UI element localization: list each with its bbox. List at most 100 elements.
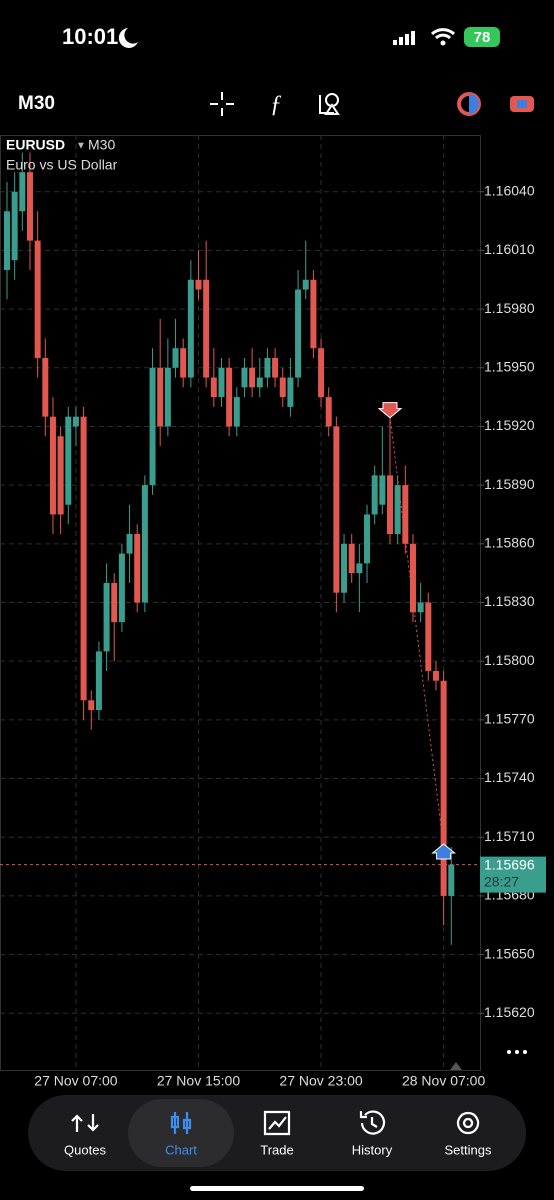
candle-body bbox=[448, 864, 455, 896]
candle-body bbox=[88, 700, 95, 711]
y-tick-label: 1.15770 bbox=[484, 711, 535, 727]
x-tick-label: 27 Nov 07:00 bbox=[34, 1073, 117, 1089]
trade-icon-inner bbox=[517, 100, 527, 108]
account-icon-half bbox=[469, 94, 479, 114]
candle-body bbox=[440, 680, 447, 896]
x-tick-label: 28 Nov 07:00 bbox=[402, 1073, 485, 1089]
candle-body bbox=[371, 475, 378, 515]
symbol: EURUSD bbox=[6, 137, 65, 153]
candle-body bbox=[249, 367, 256, 388]
tab-label[interactable]: Settings bbox=[445, 1142, 492, 1157]
y-tick-label: 1.15890 bbox=[484, 476, 535, 492]
trade-link bbox=[389, 416, 445, 848]
y-tick-label: 1.15830 bbox=[484, 593, 535, 609]
candle-body bbox=[425, 602, 432, 671]
candle-body bbox=[203, 279, 210, 378]
y-tick-label: 1.15740 bbox=[484, 769, 535, 785]
candle-body bbox=[226, 367, 233, 427]
y-tick-label: 1.15950 bbox=[484, 358, 535, 374]
candle-body bbox=[126, 534, 133, 554]
candle-body bbox=[356, 563, 363, 574]
price-badge bbox=[480, 856, 546, 893]
candle-body bbox=[49, 416, 56, 515]
candle-body bbox=[387, 475, 393, 535]
x-tick-label: 27 Nov 23:00 bbox=[279, 1073, 362, 1089]
tab-icon[interactable] bbox=[359, 1110, 386, 1135]
countdown: 28:27 bbox=[484, 873, 519, 889]
candle-body bbox=[241, 367, 248, 388]
candle-body bbox=[180, 348, 187, 378]
candle-body bbox=[72, 416, 79, 427]
candle-body bbox=[4, 211, 10, 270]
candle-body bbox=[379, 475, 386, 505]
indicators-button[interactable]: ƒ bbox=[270, 92, 282, 118]
candle-body bbox=[111, 582, 118, 623]
candle-body bbox=[172, 348, 179, 368]
candle-body bbox=[210, 377, 217, 398]
candle-body bbox=[272, 357, 279, 378]
chart-timeframe: M30 bbox=[88, 137, 115, 153]
scroll-marker bbox=[450, 1062, 462, 1070]
candle-body bbox=[118, 553, 125, 623]
candle-body bbox=[134, 534, 141, 603]
more-button[interactable] bbox=[507, 1050, 527, 1054]
tab-label[interactable]: Quotes bbox=[64, 1142, 106, 1157]
x-tick-label: 27 Nov 15:00 bbox=[157, 1073, 240, 1089]
candle-body bbox=[279, 377, 286, 398]
signal-icon bbox=[393, 31, 415, 45]
candle-body bbox=[103, 582, 110, 652]
dropdown-caret[interactable]: ▼ bbox=[76, 141, 86, 152]
candle-body bbox=[394, 485, 401, 535]
candle-body bbox=[26, 172, 33, 241]
y-tick-label: 1.15800 bbox=[484, 652, 535, 668]
tab-icon[interactable] bbox=[456, 1111, 480, 1135]
moon-icon bbox=[118, 28, 138, 48]
candle-body bbox=[65, 416, 72, 505]
status-time: 10:01 bbox=[62, 24, 118, 49]
candle-body bbox=[19, 172, 26, 212]
home-indicator bbox=[190, 1186, 364, 1191]
tab-icon[interactable] bbox=[170, 1112, 192, 1134]
y-tick-label: 1.15710 bbox=[484, 828, 535, 844]
y-tick-label: 1.15980 bbox=[484, 300, 535, 316]
candle-body bbox=[141, 485, 148, 603]
candle-body bbox=[233, 397, 240, 427]
candle-body bbox=[264, 357, 271, 378]
tab-icon[interactable] bbox=[263, 1110, 291, 1136]
candle-body bbox=[287, 377, 294, 407]
y-tick-label: 1.15620 bbox=[484, 1004, 535, 1020]
candle-body bbox=[157, 367, 164, 427]
candle-body bbox=[195, 279, 202, 290]
tab-icon[interactable] bbox=[71, 1114, 99, 1132]
trade-marker bbox=[431, 843, 457, 860]
wifi-dot bbox=[440, 40, 446, 46]
trade-marker bbox=[377, 402, 403, 419]
candle-body bbox=[256, 377, 263, 388]
candle-body bbox=[325, 397, 332, 427]
wifi-icon bbox=[430, 28, 456, 40]
candle-body bbox=[187, 279, 194, 378]
price-label: 1.15696 bbox=[484, 856, 535, 872]
active-tab-bg bbox=[128, 1099, 234, 1167]
candle-body bbox=[42, 357, 49, 417]
tab-label[interactable]: Chart bbox=[165, 1142, 197, 1157]
candle-body bbox=[34, 240, 41, 358]
candle-body bbox=[348, 543, 355, 574]
tab-label[interactable]: Trade bbox=[260, 1142, 293, 1157]
y-tick-label: 1.16040 bbox=[484, 182, 535, 198]
candle-body bbox=[341, 543, 348, 593]
candle-body bbox=[295, 289, 302, 378]
candle-body bbox=[80, 416, 87, 701]
y-tick-label: 1.16010 bbox=[484, 241, 535, 257]
y-tick-label: 1.15650 bbox=[484, 945, 535, 961]
objects-button[interactable] bbox=[319, 93, 340, 115]
candle-body bbox=[432, 670, 439, 681]
timeframe-button[interactable]: M30 bbox=[18, 93, 55, 114]
crosshair-button[interactable] bbox=[210, 92, 234, 116]
candle-body bbox=[318, 348, 325, 398]
symbol-description: Euro vs US Dollar bbox=[6, 157, 118, 173]
tab-label[interactable]: History bbox=[352, 1142, 393, 1157]
candle-body bbox=[11, 191, 18, 261]
candle-body bbox=[57, 436, 64, 515]
